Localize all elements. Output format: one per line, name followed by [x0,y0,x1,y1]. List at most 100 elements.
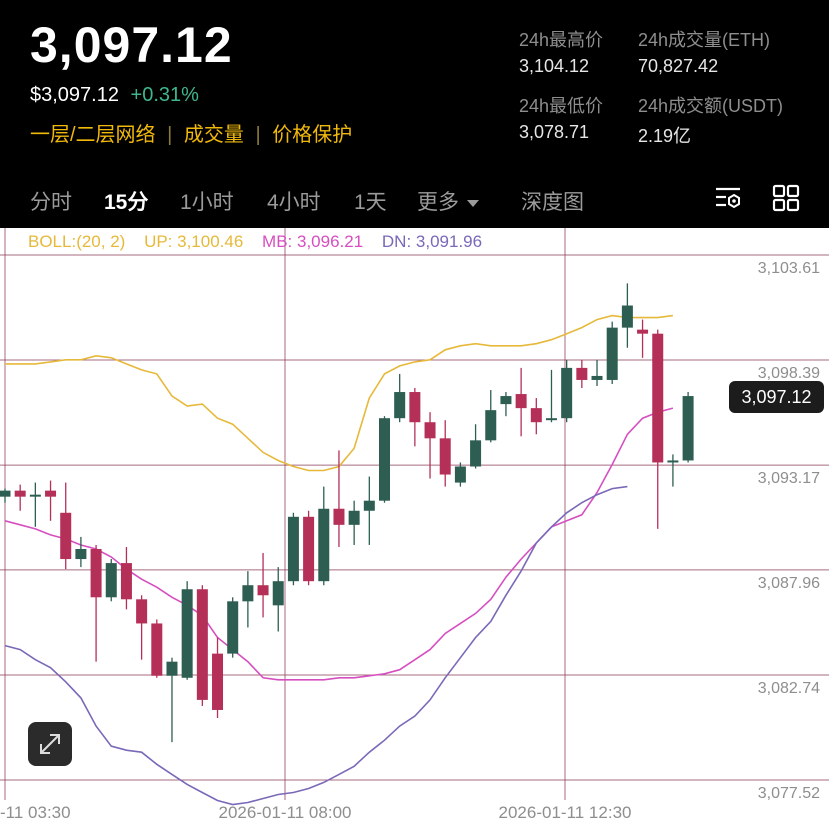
tab-more[interactable]: 更多 [417,186,479,216]
boll-lower-line [4,485,628,806]
stat-label: 24h成交额(USDT) [638,96,784,116]
candle-body [333,508,345,525]
stat-value: 70,827.42 [638,56,719,76]
candle-body [409,392,421,423]
tag-price-protection[interactable]: 价格保护 [272,124,353,146]
y-tick-label: 3,098.39 [758,365,820,382]
candle-body [637,329,649,334]
candle-body [606,327,618,380]
candle-body [212,653,224,710]
usd-price: $3,097.12 [30,84,119,106]
candle-body [242,585,254,602]
candle-body [652,333,664,463]
stat-label: 24h成交量(ETH) [638,30,771,50]
boll-middle-line [4,407,674,681]
tab-depth-chart[interactable]: 深度图 [521,191,584,214]
boll-legend: BOLL:(20, 2) UP: 3,100.46 MB: 3,096.21 D… [28,232,496,252]
candle-body [105,563,117,598]
candle-body [682,396,694,461]
candle-body [379,418,390,501]
candle-body [348,510,360,525]
stat-value: 2.19亿 [638,126,692,146]
candlestick-chart[interactable]: 3,103.61 3,098.39 3,093.17 3,087.96 3,082.74… [0,228,829,825]
candle-body [14,490,26,497]
candle-body [318,508,330,582]
candle-body [561,367,573,419]
stat-value: 3,078.71 [519,122,590,142]
candle-body [576,367,588,380]
y-tick-label: 3,093.17 [758,470,820,487]
y-tick-label: 3,087.96 [758,575,820,592]
candle-body [470,440,482,467]
candle-body [363,500,375,511]
tab-15m[interactable]: 15分 [104,191,149,214]
candle-body [181,589,193,678]
x-tick-label: -11 03:30 [0,803,71,822]
stat-24h-volume-eth: 24h成交量(ETH) 70,827.42 [638,26,770,77]
candle-body [0,490,11,497]
usd-price-row: $3,097.12 +0.31% [30,84,199,107]
ticker-header: 3,097.12 $3,097.12 +0.31% 一层/二层网络 | 成交量 … [0,0,829,228]
candle-body [515,394,527,409]
candle-body [545,418,557,421]
tab-1h[interactable]: 1小时 [180,191,234,214]
boll-upper-line [5,314,674,472]
last-price: 3,097.12 [30,17,233,73]
price-change: +0.31% [130,84,199,106]
stat-24h-high: 24h最高价 3,104.12 [519,26,603,77]
boll-name: BOLL:(20, 2) [28,232,126,251]
candle-body [196,589,208,700]
candle-body [90,548,102,598]
candle-body [45,490,57,497]
tag-layer-network[interactable]: 一层/二层网络 [30,124,156,146]
stat-label: 24h最高价 [519,30,604,50]
indicator-settings-icon[interactable] [714,184,742,212]
fullscreen-button[interactable] [28,722,72,766]
boll-mb: MB: 3,096.21 [262,232,364,251]
expand-icon [40,734,60,754]
boll-up: UP: 3,100.46 [144,232,244,251]
stat-24h-low: 24h最低价 3,078.71 [519,92,603,143]
stat-24h-turnover-usdt: 24h成交额(USDT) 2.19亿 [638,92,783,148]
tag-links: 一层/二层网络 | 成交量 | 价格保护 [30,118,352,147]
tag-separator: | [255,124,261,146]
candle-body [424,422,436,439]
candle-body [485,410,497,441]
candle-body [454,466,466,483]
candle-body [530,408,542,423]
candle-body [257,585,269,596]
candle-body [591,375,603,380]
tab-time-share[interactable]: 分时 [30,191,72,214]
candle-body [136,599,148,624]
candle-body [500,396,512,405]
candle-body [621,305,633,328]
candle-body [151,623,163,676]
candle-body [29,494,41,497]
tag-separator: | [167,124,173,146]
tag-volume[interactable]: 成交量 [183,124,244,146]
candle-body [75,548,87,560]
candle-body [303,516,315,582]
y-tick-label: 3,082.74 [758,680,820,697]
stat-value: 3,104.12 [519,56,590,76]
tab-more-label: 更多 [417,191,459,214]
interval-tabs: 分时 15分 1小时 4小时 1天 更多 深度图 [0,180,829,220]
boll-dn: DN: 3,091.96 [381,232,483,251]
y-tick-label: 3,077.52 [758,785,820,802]
candle-body [227,601,239,654]
tab-4h[interactable]: 4小时 [267,191,321,214]
candle-body [667,460,679,463]
candle-body [287,516,299,582]
candle-body [394,392,406,419]
candle-body [272,581,284,606]
x-tick-label: 2026-01-11 08:00 [219,803,352,822]
grid-layout-icon[interactable] [772,184,800,212]
candle-body [120,563,132,600]
chevron-down-icon [467,199,479,207]
candle-body [439,438,451,475]
candle-body [166,661,178,676]
y-tick-label: 3,103.61 [758,260,820,277]
current-price-tag: 3,097.12 [729,381,824,413]
tab-1d[interactable]: 1天 [354,191,387,214]
stat-label: 24h最低价 [519,96,604,116]
